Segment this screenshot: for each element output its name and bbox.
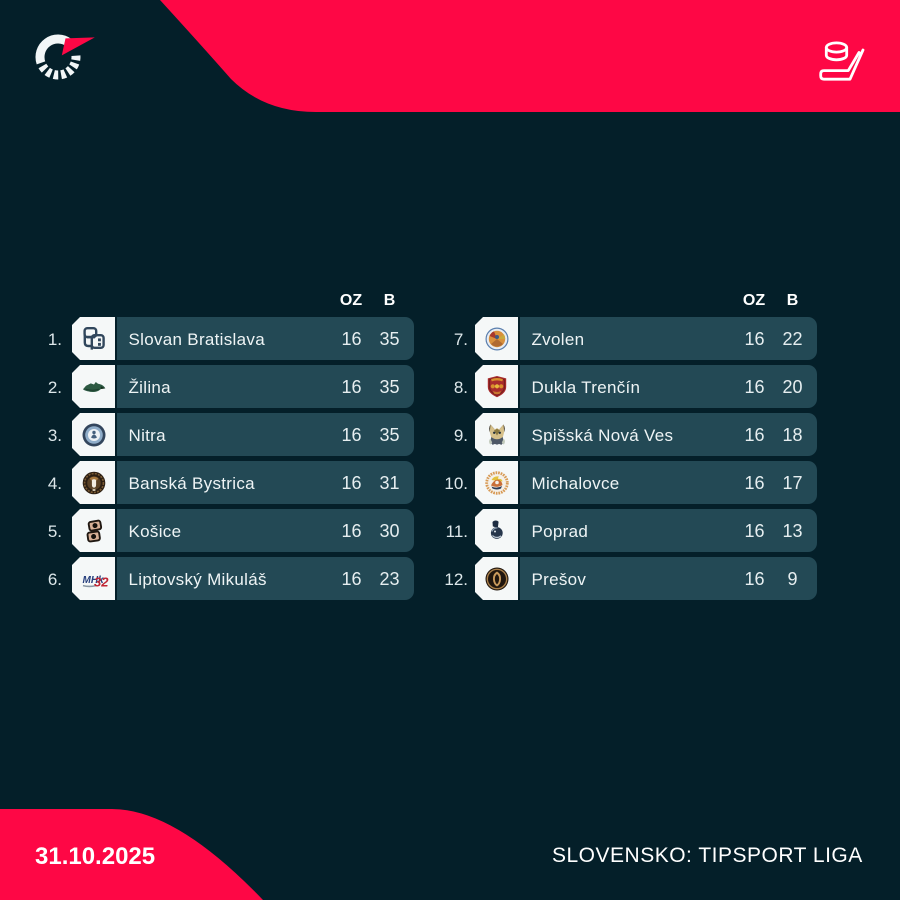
svg-text:MHk: MHk: [82, 575, 104, 586]
svg-text:32: 32: [94, 574, 109, 589]
